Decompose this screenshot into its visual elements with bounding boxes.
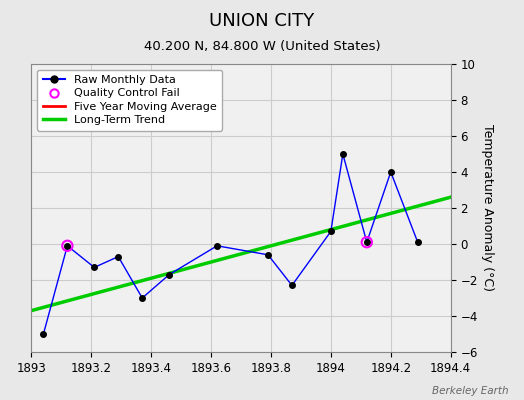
Point [213, 242, 221, 249]
Text: Berkeley Earth: Berkeley Earth [432, 386, 508, 396]
Point [39, 331, 48, 337]
Point [387, 169, 395, 175]
Legend: Raw Monthly Data, Quality Control Fail, Five Year Moving Average, Long-Term Tren: Raw Monthly Data, Quality Control Fail, … [37, 70, 222, 131]
Point [114, 254, 123, 260]
Text: UNION CITY: UNION CITY [210, 12, 314, 30]
Point [138, 295, 146, 301]
Point [63, 242, 72, 249]
Text: 40.200 N, 84.800 W (United States): 40.200 N, 84.800 W (United States) [144, 40, 380, 53]
Point [63, 242, 72, 249]
Point [363, 239, 371, 245]
Point [326, 228, 335, 234]
Point [165, 271, 173, 278]
Point [413, 239, 422, 245]
Point [90, 264, 99, 270]
Point [288, 282, 296, 289]
Point [339, 151, 347, 157]
Y-axis label: Temperature Anomaly (°C): Temperature Anomaly (°C) [482, 124, 495, 292]
Point [363, 239, 371, 245]
Point [264, 252, 272, 258]
